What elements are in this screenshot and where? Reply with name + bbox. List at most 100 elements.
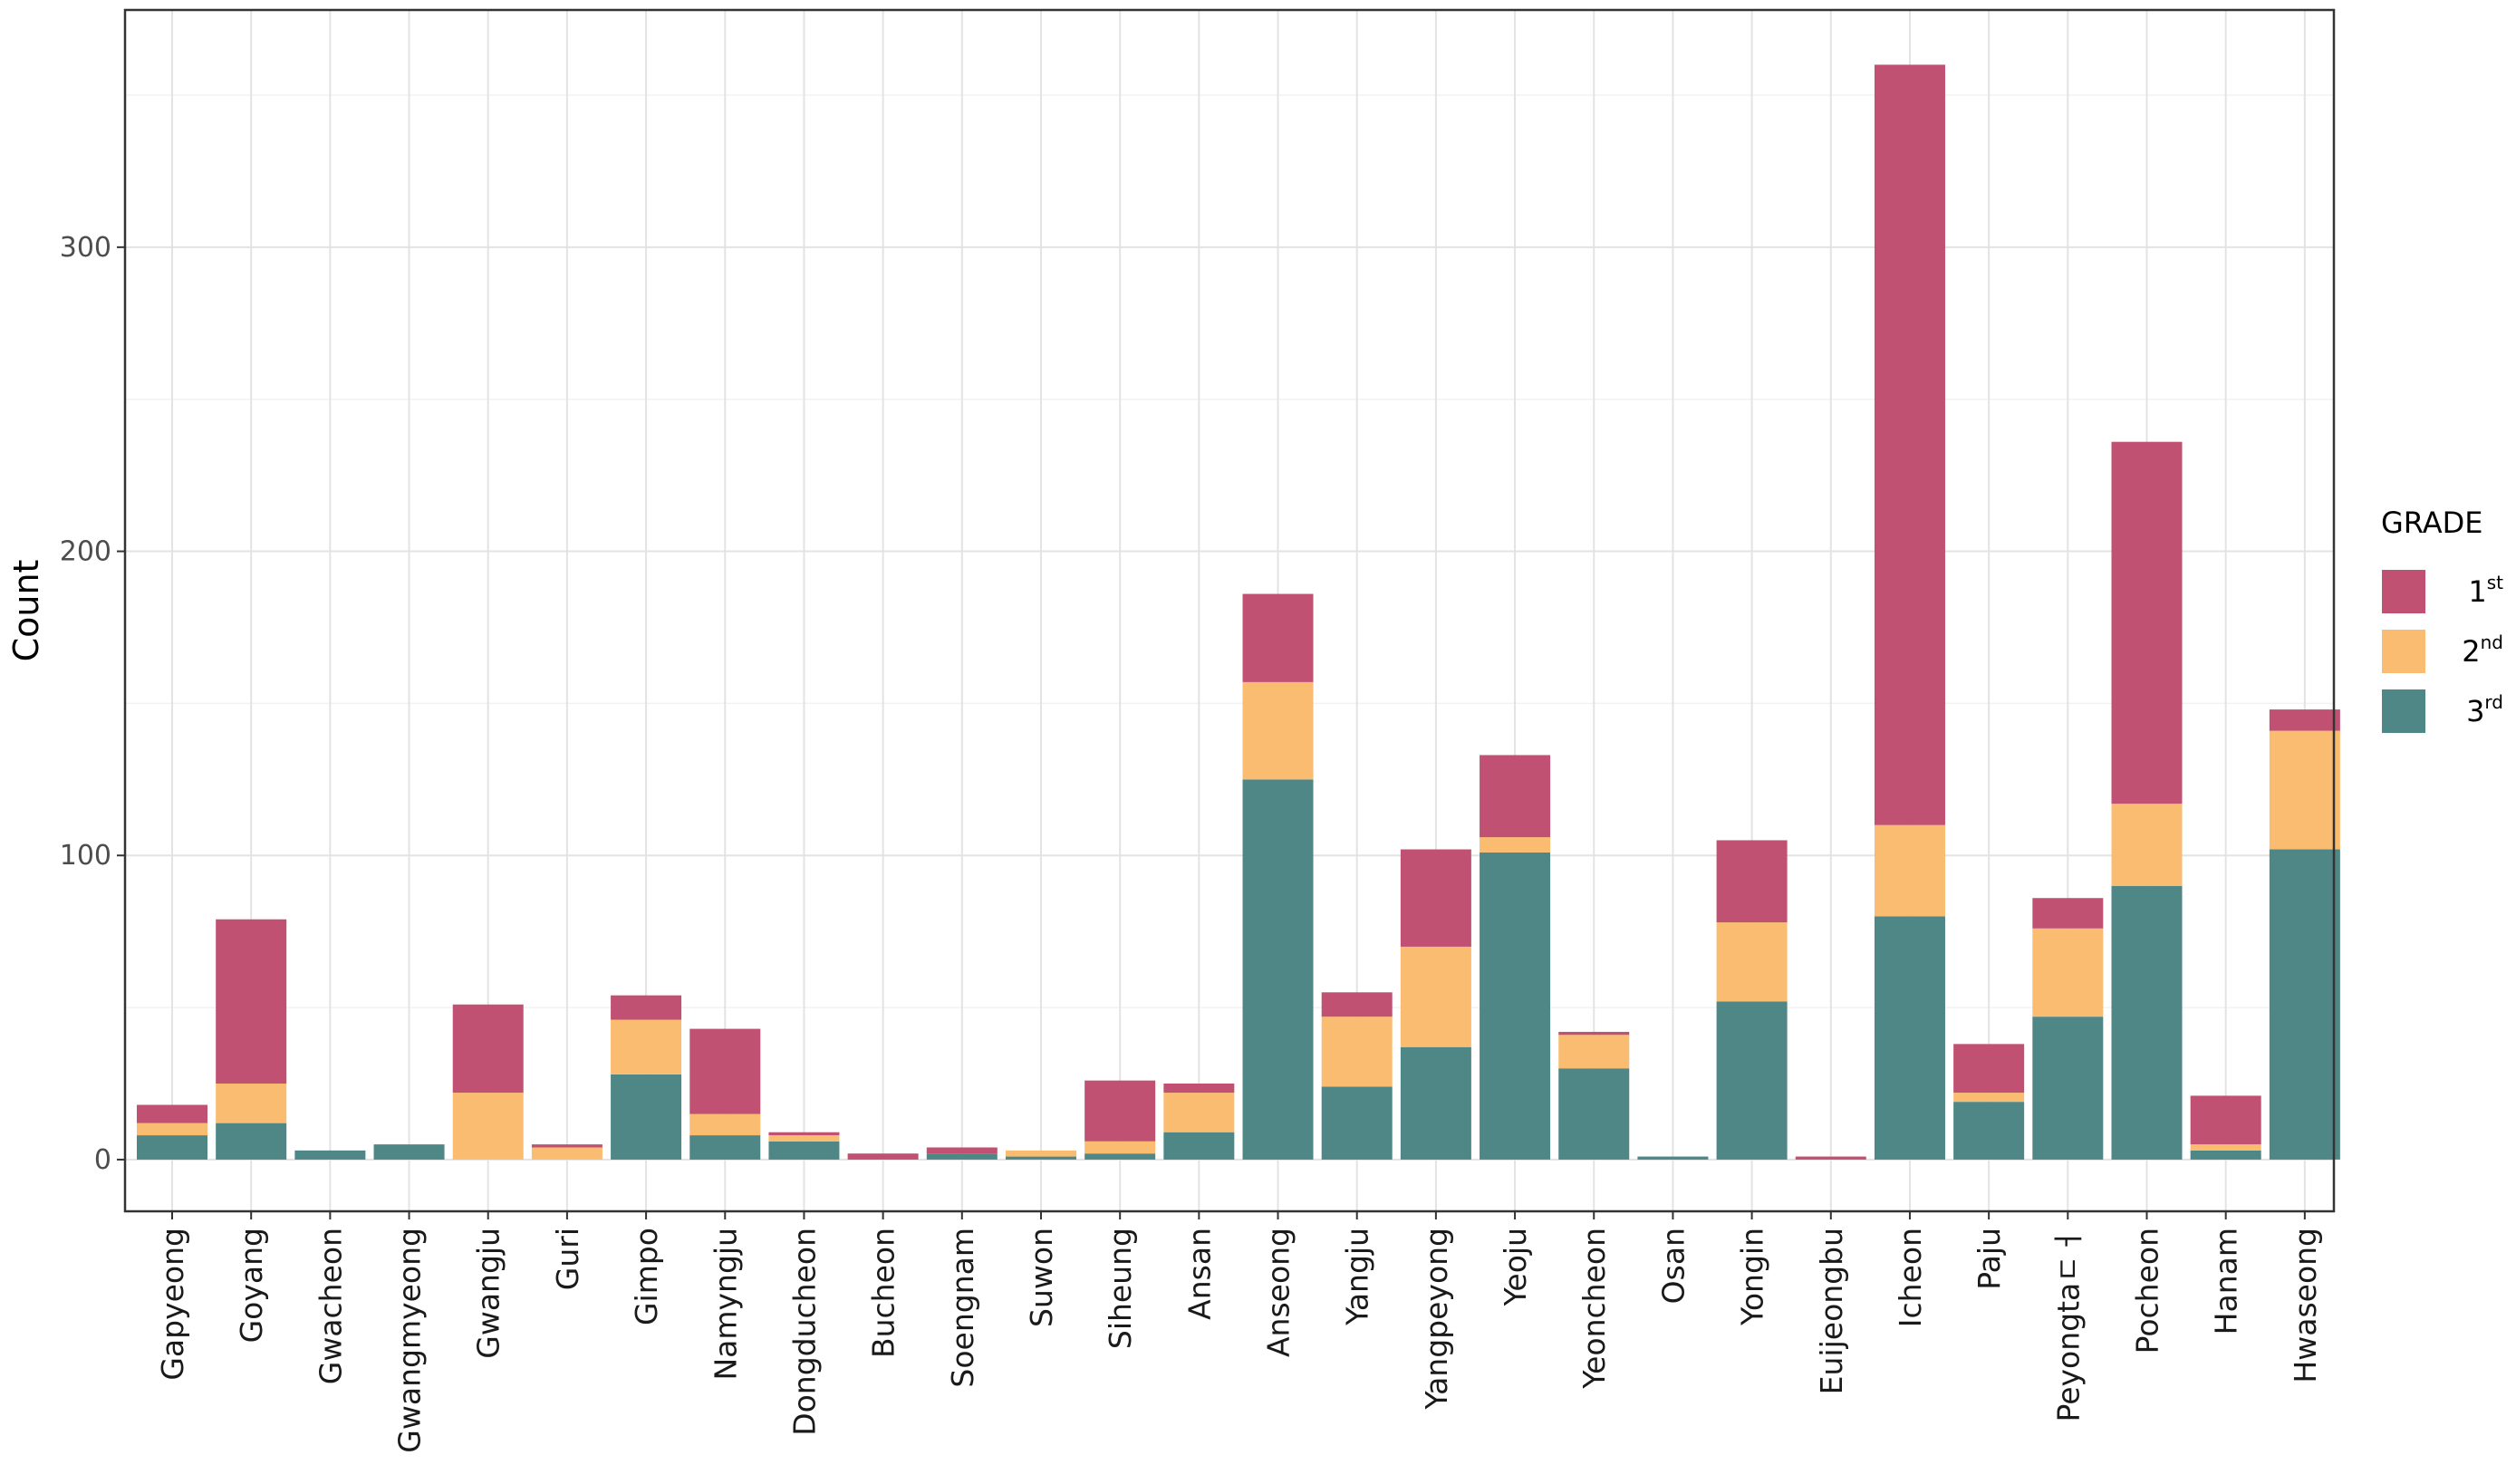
bar-1st-gwangju <box>452 1004 524 1094</box>
bar-2nd-yangpeyong <box>1400 946 1471 1047</box>
bar-2nd-yeoncheon <box>1558 1035 1630 1069</box>
bar-2nd-ansan <box>1163 1093 1235 1132</box>
x-tick-label: Suwon <box>1024 1228 1059 1327</box>
bar-3rd-pocheon <box>2111 885 2183 1160</box>
bar-1st-namyngju <box>689 1028 761 1114</box>
x-tick-label: Pocheon <box>2130 1228 2165 1354</box>
x-tick-label: Yongin <box>1735 1228 1770 1326</box>
bar-3rd-ansan <box>1163 1132 1235 1160</box>
bar-3rd-hwaseong <box>2269 849 2340 1160</box>
legend-title: GRADE <box>2381 506 2482 540</box>
bar-1st-yangpeyong <box>1400 849 1471 947</box>
bar-1st-hanam <box>2190 1095 2261 1145</box>
bar-1st-icheon <box>1874 64 1945 825</box>
panel-border <box>123 8 2336 1213</box>
x-tick-label: Paju <box>1971 1228 2007 1290</box>
x-tick-label: Yangpeyong <box>1419 1228 1454 1411</box>
bar-1st-soengnam <box>926 1147 998 1154</box>
bar-3rd-suwon <box>1005 1156 1076 1160</box>
legend-key-3rd <box>2382 689 2425 733</box>
bar-3rd-anseong <box>1242 779 1314 1160</box>
bar-2nd-gimpo <box>611 1019 682 1074</box>
bar-1st-yangju <box>1321 992 1393 1017</box>
bar-2nd-hwaseong <box>2269 730 2340 850</box>
bar-2nd-yangju <box>1321 1017 1393 1087</box>
bar-2nd-hanam <box>2190 1144 2261 1151</box>
bar-2nd-suwon <box>1005 1150 1076 1157</box>
y-tick-label: 300 <box>60 232 111 264</box>
bar-3rd-yeoju <box>1480 852 1551 1160</box>
x-tick-label: Bucheon <box>866 1228 901 1358</box>
bar-3rd-gwangmyeong <box>373 1144 445 1160</box>
bar-1st-bucheon <box>847 1153 919 1160</box>
bar-3rd-gwacheon <box>294 1150 366 1160</box>
bar-1st-yeoncheon <box>1558 1031 1630 1036</box>
bar-1st-pocheon <box>2111 441 2183 805</box>
x-tick-label: Yeoju <box>1498 1228 1533 1306</box>
bar-2nd-guri <box>531 1147 602 1160</box>
bar-1st-peyongta- <box>2032 898 2104 929</box>
bar-2nd-gwangju <box>452 1093 524 1160</box>
x-tick-label: Namyngju <box>708 1228 743 1381</box>
bar-3rd-yangju <box>1321 1086 1393 1160</box>
x-tick-label: Peyongtaㄷㅓ <box>2050 1228 2086 1422</box>
bar-1st-anseong <box>1242 593 1314 682</box>
x-tick-label: Soengnam <box>945 1228 980 1388</box>
legend-label-2nd: 2nd <box>2462 631 2503 669</box>
bar-2nd-yeoju <box>1480 837 1551 853</box>
bar-2nd-peyongta- <box>2032 928 2104 1017</box>
x-tick-label: Hanam <box>2209 1228 2244 1335</box>
x-tick-label: Gwangmyeong <box>392 1228 428 1453</box>
bar-1st-guri <box>531 1144 602 1148</box>
x-tick-label: Dongducheon <box>786 1228 822 1436</box>
bar-1st-dongducheon <box>768 1132 840 1136</box>
bar-1st-euijeongbu <box>1795 1156 1866 1160</box>
legend-key-1st <box>2382 570 2425 613</box>
bar-3rd-namyngju <box>689 1135 761 1160</box>
x-tick-label: Guri <box>550 1228 585 1290</box>
y-axis-ticks: 0 100 200 300 <box>60 232 125 1176</box>
bar-2nd-namyngju <box>689 1113 761 1136</box>
x-tick-label: Siheung <box>1103 1228 1138 1349</box>
bar-3rd-peyongta- <box>2032 1017 2104 1160</box>
bar-3rd-soengnam <box>926 1153 998 1160</box>
bar-1st-goyang <box>216 919 287 1084</box>
bar-2nd-paju <box>1953 1093 2025 1103</box>
bar-1st-yeoju <box>1480 755 1551 838</box>
bar-3rd-siheung <box>1084 1153 1156 1160</box>
bar-3rd-yongin <box>1716 1001 1788 1160</box>
legend-label-1st: 1st <box>2468 572 2503 609</box>
bar-2nd-dongducheon <box>768 1135 840 1142</box>
bar-3rd-icheon <box>1874 916 1945 1160</box>
legend-key-2nd <box>2382 630 2425 673</box>
legend: GRADE 1st 2nd 3rd <box>2381 506 2503 733</box>
x-tick-label: Gwangju <box>471 1228 506 1359</box>
x-tick-label: Gwacheon <box>313 1228 348 1384</box>
x-tick-label: Gimpo <box>629 1228 664 1325</box>
bar-3rd-dongducheon <box>768 1141 840 1160</box>
x-axis-ticks: Gapyeong Goyang Gwacheon Gwangmyeong Gwangju… <box>155 1211 2323 1453</box>
y-axis-title: Count <box>6 560 46 662</box>
x-tick-label: Icheon <box>1893 1228 1928 1327</box>
bar-3rd-paju <box>1953 1102 2025 1160</box>
bar-3rd-goyang <box>216 1123 287 1160</box>
bar-1st-yongin <box>1716 840 1788 923</box>
bar-1st-paju <box>1953 1044 2025 1094</box>
x-tick-label: Anseong <box>1261 1228 1297 1357</box>
x-tick-label: Euijeongbu <box>1814 1228 1849 1394</box>
bar-2nd-anseong <box>1242 681 1314 780</box>
y-tick-label: 0 <box>94 1144 111 1176</box>
bar-2nd-goyang <box>216 1084 287 1123</box>
y-tick-label: 100 <box>60 840 111 872</box>
bar-3rd-yeoncheon <box>1558 1068 1630 1160</box>
bar-3rd-yangpeyong <box>1400 1046 1471 1160</box>
bar-1st-gimpo <box>611 995 682 1020</box>
bar-1st-gapyeong <box>137 1104 207 1123</box>
bar-3rd-hanam <box>2190 1150 2261 1160</box>
bar-1st-siheung <box>1084 1080 1156 1142</box>
bar-2nd-yongin <box>1716 922 1788 1002</box>
x-tick-label: Gapyeong <box>155 1228 190 1381</box>
bar-2nd-pocheon <box>2111 804 2183 886</box>
bar-3rd-osan <box>1637 1156 1709 1160</box>
